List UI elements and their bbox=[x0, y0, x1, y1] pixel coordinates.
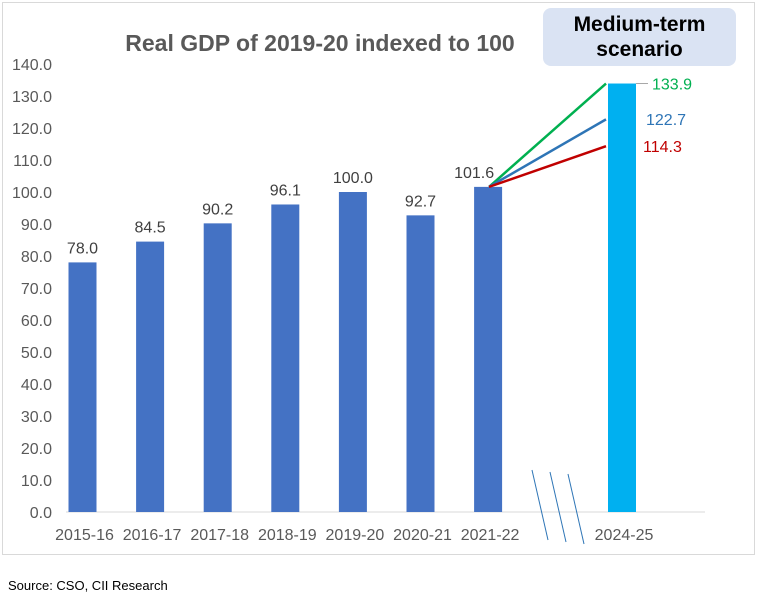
y-tick-label: 70.0 bbox=[21, 281, 52, 298]
source-note: Source: CSO, CII Research bbox=[8, 578, 168, 593]
x-tick-label: 2019-20 bbox=[326, 527, 385, 544]
axis-break-mark bbox=[549, 471, 567, 543]
scenario-line bbox=[488, 145, 607, 189]
y-tick-label: 40.0 bbox=[21, 377, 52, 394]
y-tick-label: 30.0 bbox=[21, 409, 52, 426]
x-tick-label: 2021-22 bbox=[461, 527, 520, 544]
bar-value-label: 100.0 bbox=[333, 170, 373, 187]
y-tick-label: 130.0 bbox=[12, 89, 52, 106]
bar bbox=[68, 262, 97, 512]
axis-break-mark bbox=[567, 473, 585, 545]
chart-frame bbox=[2, 2, 755, 555]
bar-value-label: 84.5 bbox=[135, 220, 166, 237]
bar bbox=[338, 192, 367, 512]
axis-break-mark bbox=[531, 469, 549, 541]
y-tick-label: 50.0 bbox=[21, 345, 52, 362]
chart-title: Real GDP of 2019-20 indexed to 100 bbox=[125, 30, 515, 56]
x-tick-label: 2024-25 bbox=[595, 527, 654, 544]
y-tick-label: 60.0 bbox=[21, 313, 52, 330]
y-tick-label: 140.0 bbox=[12, 57, 52, 74]
bar bbox=[406, 215, 435, 513]
y-tick-label: 100.0 bbox=[12, 185, 52, 202]
scenario-line bbox=[488, 82, 607, 188]
scenario-value-label: 114.3 bbox=[643, 139, 682, 156]
bar-value-label: 90.2 bbox=[202, 201, 233, 218]
bar-value-label: 96.1 bbox=[270, 182, 301, 199]
bar bbox=[271, 204, 300, 513]
scenario-value-label: 133.9 bbox=[652, 77, 692, 94]
bar-value-label: 92.7 bbox=[405, 193, 436, 210]
y-tick-label: 0.0 bbox=[30, 505, 52, 522]
x-tick-label: 2015-16 bbox=[55, 527, 114, 544]
scenario-label-box: Medium-term scenario bbox=[543, 8, 736, 66]
bar-value-label: 101.6 bbox=[454, 165, 494, 182]
bar bbox=[203, 223, 232, 513]
x-tick-label: 2016-17 bbox=[123, 527, 182, 544]
y-tick-label: 80.0 bbox=[21, 249, 52, 266]
x-tick-label: 2020-21 bbox=[393, 527, 452, 544]
y-tick-label: 120.0 bbox=[12, 121, 52, 138]
x-tick-label: 2017-18 bbox=[190, 527, 249, 544]
y-tick-label: 110.0 bbox=[13, 153, 52, 170]
x-tick-label: 2018-19 bbox=[258, 527, 317, 544]
bar-value-label: 78.0 bbox=[67, 240, 98, 257]
bar bbox=[136, 241, 165, 512]
y-tick-label: 90.0 bbox=[21, 217, 52, 234]
scenario-value-label: 122.7 bbox=[646, 112, 686, 129]
projection-bar bbox=[608, 83, 636, 513]
y-tick-label: 10.0 bbox=[21, 473, 52, 490]
y-tick-label: 20.0 bbox=[21, 441, 52, 458]
bar bbox=[474, 186, 503, 512]
scenario-line bbox=[488, 118, 607, 188]
